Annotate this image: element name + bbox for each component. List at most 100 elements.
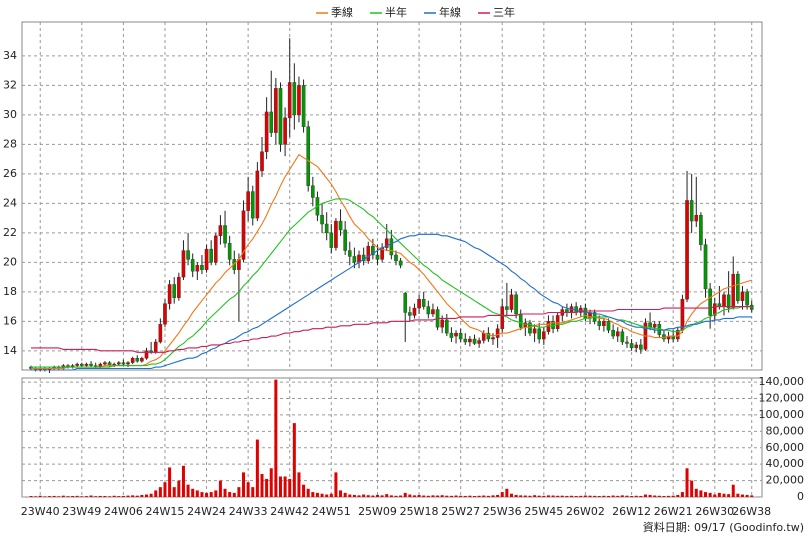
- candle-body: [135, 358, 140, 362]
- volume-bar: [685, 468, 689, 497]
- x-tick-label: 23W40: [21, 505, 60, 518]
- legend-label: 季線: [331, 5, 353, 19]
- candle-body: [287, 82, 292, 119]
- x-tick-label: 24W24: [187, 505, 226, 518]
- volume-bar: [736, 493, 740, 497]
- volume-bar: [676, 494, 680, 497]
- volume-bar: [616, 495, 620, 497]
- volume-bar: [200, 492, 204, 497]
- y-tick-label: 100,000: [759, 408, 805, 421]
- legend-label: 半年: [385, 5, 407, 19]
- x-tick-label: 24W51: [312, 505, 351, 518]
- volume-bar: [320, 493, 324, 497]
- volume-bar: [556, 495, 560, 497]
- volume-bar: [311, 492, 315, 497]
- volume-bar: [251, 487, 255, 497]
- candle-body: [486, 332, 491, 340]
- volume-bar: [399, 495, 403, 497]
- volume-bar: [671, 495, 675, 497]
- candle-body: [606, 321, 611, 331]
- volume-bar: [237, 487, 241, 497]
- volume-bar: [607, 495, 610, 497]
- candle-body: [278, 88, 283, 145]
- volume-bar: [43, 496, 47, 497]
- x-tick-label: 24W42: [270, 505, 309, 518]
- volume-bar: [579, 495, 583, 497]
- candle-body: [80, 363, 84, 366]
- volume-bar: [653, 495, 657, 497]
- candle-body: [740, 291, 745, 301]
- volume-bar: [274, 379, 278, 497]
- candle-body: [398, 260, 403, 266]
- volume-bar: [426, 495, 430, 497]
- y-tick-label: 60,000: [766, 441, 805, 454]
- candle-body: [274, 88, 278, 133]
- volume-bar: [348, 494, 352, 497]
- volume-bar: [560, 495, 564, 497]
- candle-body: [130, 358, 135, 363]
- volume-bar: [246, 482, 250, 497]
- volume-bar: [533, 495, 537, 497]
- candle-body: [445, 319, 449, 334]
- candle-body: [338, 220, 343, 231]
- volume-bar: [445, 495, 449, 497]
- x-tick-label: 25W36: [483, 505, 522, 518]
- volume-bar: [52, 495, 56, 497]
- volume-bar: [422, 495, 426, 497]
- candle-body: [745, 291, 749, 306]
- candle-body: [426, 306, 431, 315]
- volume-bar: [214, 490, 218, 497]
- y-tick-label: 40,000: [766, 457, 805, 470]
- volume-bar: [329, 493, 333, 497]
- volume-bar: [519, 495, 523, 497]
- volume-bar: [131, 495, 135, 497]
- volume-bar: [431, 495, 435, 497]
- volume-bar: [135, 495, 139, 497]
- volume-bar: [242, 472, 246, 497]
- volume-bar: [648, 494, 652, 497]
- volume-bar: [680, 492, 684, 497]
- volume-bar: [708, 492, 712, 497]
- volume-bar: [343, 492, 347, 497]
- y-tick-label: 28: [3, 137, 17, 150]
- candle-body: [639, 344, 643, 350]
- volume-bar: [496, 494, 500, 497]
- candle-body: [200, 265, 204, 270]
- candle-body: [629, 343, 634, 349]
- volume-bar: [283, 476, 287, 497]
- volume-bar: [505, 488, 509, 497]
- volume-bar: [325, 494, 329, 497]
- candle-body: [509, 294, 514, 310]
- candle-body: [532, 328, 537, 334]
- volume-bar: [302, 484, 306, 497]
- volume-bar: [357, 495, 361, 497]
- volume-bar: [223, 488, 227, 497]
- candle-body: [680, 299, 685, 331]
- volume-bar: [228, 492, 232, 497]
- volume-bar: [205, 492, 209, 497]
- volume-bar: [625, 495, 629, 497]
- volume-bar: [121, 495, 125, 497]
- y-tick-label: 30: [3, 108, 17, 121]
- candle-body: [712, 303, 717, 316]
- volume-bar: [339, 490, 343, 497]
- volume-bar: [454, 495, 458, 497]
- candle-body: [454, 332, 458, 337]
- y-tick-label: 20,000: [766, 474, 805, 487]
- candle-body: [371, 245, 375, 256]
- volume-bar: [265, 478, 269, 497]
- x-tick-label: 25W27: [441, 505, 480, 518]
- volume-bar: [690, 480, 694, 497]
- candle-body: [481, 332, 486, 341]
- candle-body: [204, 248, 209, 270]
- volume-bar: [713, 494, 717, 497]
- volume-bar: [546, 495, 550, 497]
- candle-body: [246, 191, 250, 211]
- candle-body: [685, 200, 689, 300]
- volume-bar: [403, 492, 407, 497]
- candle-body: [625, 341, 629, 344]
- candle-body: [352, 256, 357, 263]
- volume-bar: [80, 496, 84, 497]
- volume-bar: [47, 496, 51, 497]
